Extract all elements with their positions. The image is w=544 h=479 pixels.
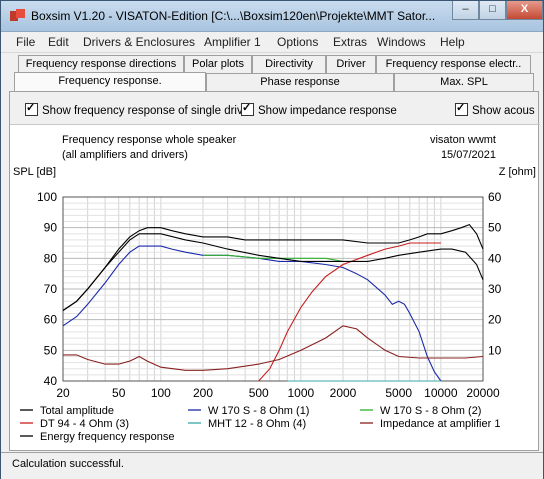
- tab-frequency-response-directions[interactable]: Frequency response directions: [18, 55, 184, 73]
- menu-bar: File Edit Drivers & Enclosures Amplifier…: [1, 32, 543, 53]
- x-tick-label: 20: [56, 386, 70, 400]
- chart-author: visaton wwmt: [430, 134, 496, 146]
- title-bar[interactable]: Boxsim V1.20 - VISATON-Edition [C:\...\B…: [1, 1, 543, 32]
- legend-label: MHT 12 - 8 Ohm (4): [208, 418, 306, 430]
- menu-drivers-enclosures[interactable]: Drivers & Enclosures: [83, 35, 196, 49]
- x-tick-label: 50: [112, 386, 126, 400]
- chart-area: Frequency response whole speaker (all am…: [10, 125, 538, 450]
- y2-tick-label: 50: [488, 221, 502, 235]
- x-tick-label: 2000: [330, 386, 357, 400]
- legend-label: Total amplitude: [40, 405, 114, 417]
- menu-options[interactable]: Options: [277, 35, 319, 49]
- x-tick-label: 100: [151, 386, 171, 400]
- options-divider: [10, 124, 540, 125]
- y-tick-label: 70: [44, 282, 58, 296]
- minimize-button[interactable]: –: [452, 1, 479, 20]
- legend-label: Energy frequency response: [40, 431, 175, 443]
- window-title: Boxsim V1.20 - VISATON-Edition [C:\...\B…: [31, 9, 436, 23]
- legend-label: W 170 S - 8 Ohm (1): [208, 405, 309, 417]
- checkbox-check-icon: [455, 101, 468, 116]
- y-tick-label: 100: [37, 190, 57, 204]
- y-tick-label: 90: [44, 221, 58, 235]
- y2-axis-label: Z [ohm]: [499, 166, 536, 178]
- x-tick-label: 10000: [424, 386, 458, 400]
- checkbox-check-icon: [25, 101, 38, 116]
- y2-tick-label: 40: [488, 251, 502, 265]
- menu-help[interactable]: Help: [440, 35, 465, 49]
- tab-polar-plots[interactable]: Polar plots: [184, 55, 252, 73]
- chart-title: Frequency response whole speaker: [62, 134, 237, 146]
- x-tick-label: 20000: [466, 386, 500, 400]
- tab-max-spl[interactable]: Max. SPL: [394, 73, 534, 91]
- x-tick-label: 200: [193, 386, 213, 400]
- y-tick-label: 80: [44, 251, 58, 265]
- menu-edit[interactable]: Edit: [48, 35, 69, 49]
- legend-label: DT 94 - 4 Ohm (3): [40, 418, 129, 430]
- status-bar: Calculation successful.: [1, 452, 543, 479]
- x-tick-label: 500: [249, 386, 269, 400]
- close-button[interactable]: X: [506, 1, 543, 20]
- boxsim-app-icon: [10, 9, 25, 21]
- status-text: Calculation successful.: [12, 458, 124, 470]
- y2-tick-label: 30: [488, 282, 502, 296]
- menu-windows[interactable]: Windows: [377, 35, 426, 49]
- single-drive-label: Show frequency response of single drive: [42, 105, 250, 117]
- series-line-7: [62, 233, 484, 311]
- x-tick-label: 5000: [385, 386, 412, 400]
- y-tick-label: 50: [44, 343, 58, 357]
- tab-directivity[interactable]: Directivity: [252, 55, 326, 73]
- menu-amplifier[interactable]: Amplifier 1: [204, 35, 261, 49]
- tab-driver[interactable]: Driver: [326, 55, 376, 73]
- legend-label: W 170 S - 8 Ohm (2): [380, 405, 481, 417]
- maximize-button[interactable]: □: [479, 1, 506, 20]
- y-tick-label: 40: [44, 374, 58, 388]
- menu-file[interactable]: File: [16, 35, 36, 49]
- impedance-checkbox[interactable]: Show impedance response: [241, 101, 397, 118]
- single-drive-checkbox[interactable]: Show frequency response of single drive: [25, 101, 250, 118]
- series-line-1: [62, 223, 484, 311]
- chart-date: 15/07/2021: [441, 149, 496, 161]
- tab-frequency-response-electrical[interactable]: Frequency response electr..: [376, 55, 531, 73]
- y2-tick-label: 60: [488, 190, 502, 204]
- x-tick-label: 1000: [288, 386, 315, 400]
- series-line-2: [62, 245, 442, 382]
- legend-label: Impedance at amplifier 1: [380, 418, 500, 430]
- chart-subtitle: (all amplifiers and drivers): [62, 149, 188, 161]
- acoustic-label: Show acous: [472, 105, 535, 117]
- menu-extras[interactable]: Extras: [333, 35, 368, 49]
- checkbox-check-icon: [241, 101, 254, 116]
- series-line-4: [258, 242, 441, 382]
- y2-tick-label: 10: [488, 343, 502, 357]
- tab-frequency-response[interactable]: Frequency response.: [14, 72, 206, 92]
- acoustic-checkbox[interactable]: Show acous: [455, 101, 535, 118]
- series-line-6: [63, 325, 484, 371]
- tab-phase-response[interactable]: Phase response: [206, 73, 394, 91]
- plot-frame: [62, 196, 484, 382]
- y-axis-label: SPL [dB]: [13, 166, 56, 178]
- impedance-label: Show impedance response: [258, 105, 397, 117]
- y2-tick-label: 20: [488, 313, 502, 327]
- frequency-response-chart: Frequency response whole speaker (all am…: [13, 134, 536, 443]
- y-tick-label: 60: [44, 313, 58, 327]
